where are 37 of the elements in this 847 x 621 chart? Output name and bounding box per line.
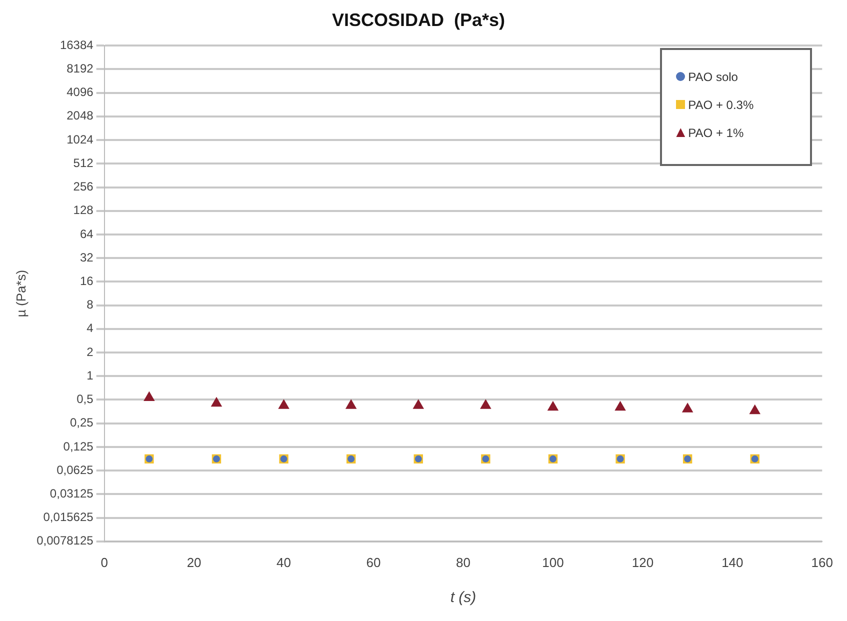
y-tick-label: 1 xyxy=(86,368,94,382)
legend-label: PAO + 1% xyxy=(688,126,744,140)
y-tick-label: 4096 xyxy=(66,85,94,100)
x-tick-label: 60 xyxy=(366,554,381,570)
y-tick-label: 2048 xyxy=(66,108,94,123)
y-tick-label: 4 xyxy=(86,321,94,336)
y-tick-label: 0,015625 xyxy=(43,510,94,524)
y-tick-label: 128 xyxy=(73,203,94,218)
x-tick-label: 40 xyxy=(276,554,292,570)
y-tick-label: 256 xyxy=(73,180,94,194)
y-tick-label: 64 xyxy=(80,226,94,241)
x-tick-label: 140 xyxy=(722,554,744,570)
legend-label: PAO solo xyxy=(688,70,738,84)
y-tick-label: 0,0625 xyxy=(56,462,94,477)
x-tick-label: 160 xyxy=(811,554,834,570)
x-tick-label: 120 xyxy=(632,554,654,570)
x-tick-label: 20 xyxy=(186,554,202,570)
y-tick-label: 512 xyxy=(73,156,94,170)
y-axis-title: µ (Pa*s) xyxy=(13,270,28,318)
y-tick-label: 1024 xyxy=(66,132,94,146)
y-tick-label: 32 xyxy=(80,250,94,264)
y-tick-label: 2 xyxy=(86,344,94,359)
x-tick-label: 80 xyxy=(456,554,470,570)
y-tick-label: 0,5 xyxy=(76,392,94,406)
y-tick-label: 8192 xyxy=(66,62,94,76)
y-tick-label: 0,25 xyxy=(70,416,94,430)
x-tick-label: 0 xyxy=(100,554,108,570)
y-tick-label: 0,0078125 xyxy=(36,534,94,548)
y-tick-label: 0,03125 xyxy=(50,486,94,500)
y-tick-label: 8 xyxy=(86,298,94,312)
x-tick-label: 100 xyxy=(542,554,564,570)
legend-label: PAO + 0.3% xyxy=(688,98,754,112)
y-tick-label: 0,125 xyxy=(63,439,94,454)
y-tick-label: 16384 xyxy=(60,38,94,52)
chart-title: VISCOSIDAD (Pa*s) xyxy=(332,10,506,30)
y-tick-label: 16 xyxy=(80,274,94,288)
x-axis-title: t (s) xyxy=(450,589,476,606)
